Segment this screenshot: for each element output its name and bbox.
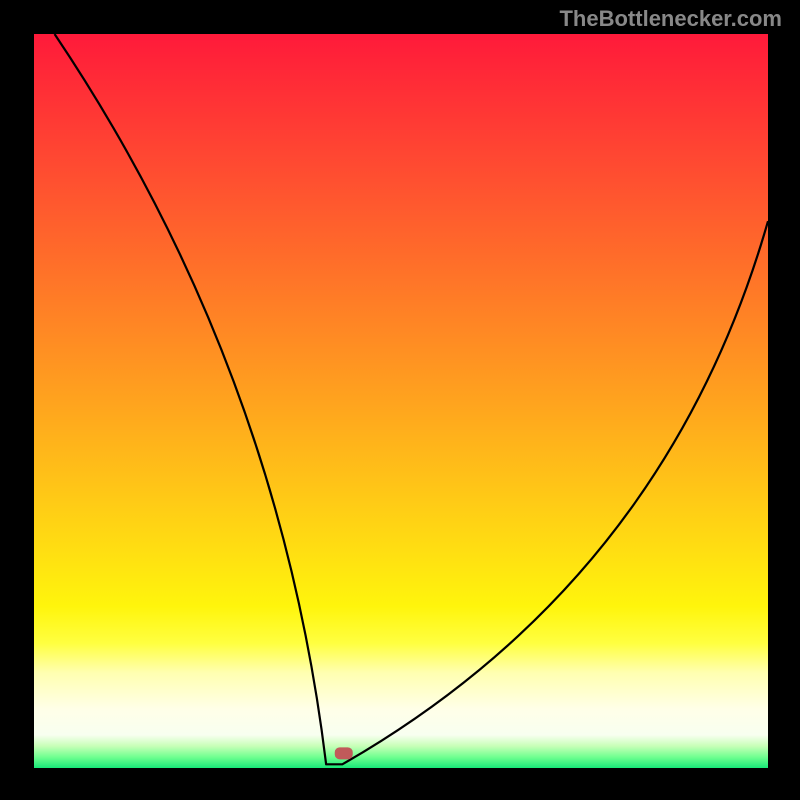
watermark-label: TheBottlenecker.com — [559, 6, 782, 32]
plot-area — [34, 34, 768, 768]
plot-svg — [34, 34, 768, 768]
gradient-background — [34, 34, 768, 768]
bottleneck-marker — [335, 747, 353, 759]
chart-container: TheBottlenecker.com — [0, 0, 800, 800]
